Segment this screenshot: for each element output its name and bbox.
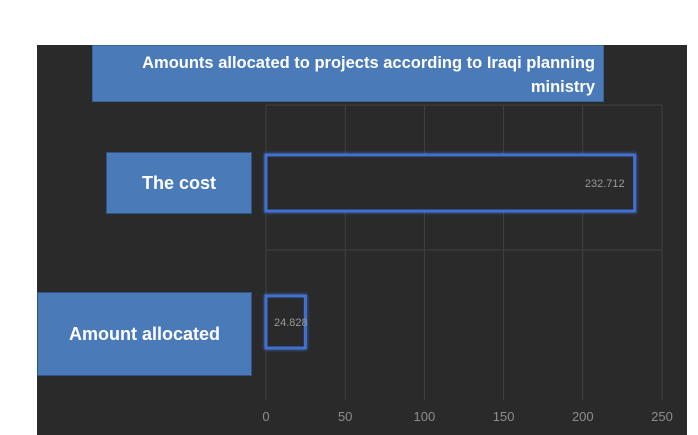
bar-1 — [264, 153, 637, 213]
tick-label-150: 150 — [493, 409, 515, 424]
value-label-2: 24.828 — [274, 317, 308, 329]
tick-label-250: 250 — [651, 409, 673, 424]
tick-label-0: 0 — [262, 409, 269, 424]
category-label-amount-allocated: Amount allocated — [37, 292, 252, 376]
tick-label-200: 200 — [572, 409, 594, 424]
tick-label-100: 100 — [414, 409, 436, 424]
bar-2 — [264, 294, 307, 350]
value-label-1: 232.712 — [585, 178, 625, 190]
tick-label-50: 50 — [338, 409, 352, 424]
chart-title: Amounts allocated to projects according … — [142, 54, 595, 96]
chart-title-box: Amounts allocated to projects according … — [92, 45, 604, 102]
category-label-the-cost: The cost — [106, 152, 252, 214]
